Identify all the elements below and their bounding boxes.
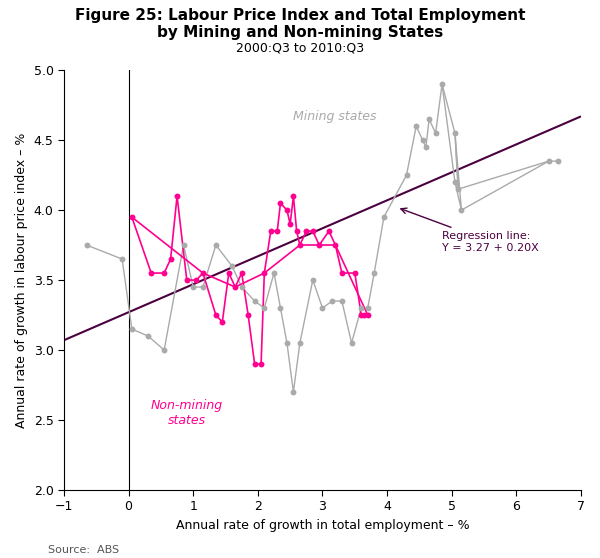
Point bbox=[424, 115, 434, 124]
Point bbox=[272, 227, 282, 235]
Point bbox=[379, 213, 389, 222]
Point bbox=[237, 268, 247, 277]
Text: Regression line:
Y = 3.27 + 0.20X: Regression line: Y = 3.27 + 0.20X bbox=[401, 208, 539, 253]
Point bbox=[544, 157, 553, 166]
Point bbox=[182, 276, 191, 285]
Point bbox=[172, 191, 182, 200]
Point bbox=[244, 311, 253, 320]
Point bbox=[160, 268, 169, 277]
Point bbox=[118, 254, 127, 263]
Point bbox=[331, 240, 340, 249]
Point bbox=[337, 296, 347, 305]
Text: Mining states: Mining states bbox=[293, 110, 377, 123]
Point bbox=[350, 268, 359, 277]
Point bbox=[250, 359, 259, 368]
Point bbox=[324, 227, 334, 235]
Point bbox=[295, 240, 305, 249]
Point bbox=[218, 318, 227, 326]
Point bbox=[82, 240, 91, 249]
Point bbox=[302, 227, 311, 235]
Y-axis label: Annual rate of growth in labour price index – %: Annual rate of growth in labour price in… bbox=[15, 132, 28, 428]
Point bbox=[211, 240, 221, 249]
Point bbox=[286, 220, 295, 229]
Point bbox=[260, 304, 269, 312]
Point bbox=[275, 304, 285, 312]
Point bbox=[230, 282, 240, 291]
Point bbox=[554, 157, 563, 166]
Point bbox=[457, 206, 466, 215]
Point bbox=[317, 304, 327, 312]
Point bbox=[314, 240, 324, 249]
Point bbox=[308, 227, 317, 235]
Point bbox=[266, 227, 275, 235]
Point bbox=[256, 359, 266, 368]
Point bbox=[269, 268, 279, 277]
Point bbox=[289, 387, 298, 396]
Point bbox=[143, 331, 153, 340]
Point bbox=[282, 206, 292, 215]
Point bbox=[356, 311, 366, 320]
Point bbox=[412, 122, 421, 131]
Point bbox=[227, 262, 237, 271]
Point bbox=[308, 276, 317, 285]
Point bbox=[363, 304, 373, 312]
Point bbox=[211, 311, 221, 320]
Point bbox=[454, 185, 463, 194]
Point bbox=[146, 268, 156, 277]
Point bbox=[450, 129, 460, 138]
Point bbox=[359, 311, 369, 320]
Point bbox=[275, 199, 285, 208]
Point bbox=[402, 171, 412, 180]
Text: Non-mining
states: Non-mining states bbox=[151, 399, 223, 427]
Point bbox=[437, 80, 447, 89]
Text: Figure 25: Labour Price Index and Total Employment: Figure 25: Labour Price Index and Total … bbox=[75, 8, 525, 23]
Point bbox=[198, 268, 208, 277]
Point bbox=[418, 136, 427, 145]
Point bbox=[347, 339, 356, 348]
Point bbox=[250, 296, 259, 305]
Point bbox=[127, 325, 137, 334]
Point bbox=[421, 143, 431, 152]
Point bbox=[260, 268, 269, 277]
Point bbox=[356, 304, 366, 312]
Point bbox=[237, 282, 247, 291]
Point bbox=[450, 177, 460, 186]
Text: Source:  ABS: Source: ABS bbox=[48, 545, 119, 555]
Point bbox=[337, 268, 347, 277]
Point bbox=[282, 339, 292, 348]
Point bbox=[431, 129, 440, 138]
Text: 2000:Q3 to 2010:Q3: 2000:Q3 to 2010:Q3 bbox=[236, 42, 364, 55]
Point bbox=[179, 240, 188, 249]
Point bbox=[160, 345, 169, 354]
Point bbox=[191, 276, 201, 285]
Text: by Mining and Non-mining States: by Mining and Non-mining States bbox=[157, 25, 443, 40]
Point bbox=[295, 339, 305, 348]
Point bbox=[363, 311, 373, 320]
Point bbox=[198, 282, 208, 291]
X-axis label: Annual rate of growth in total employment – %: Annual rate of growth in total employmen… bbox=[176, 519, 469, 532]
Point bbox=[224, 268, 233, 277]
Point bbox=[127, 213, 137, 222]
Point bbox=[289, 191, 298, 200]
Point bbox=[188, 282, 198, 291]
Point bbox=[292, 227, 301, 235]
Point bbox=[370, 268, 379, 277]
Point bbox=[166, 254, 175, 263]
Point bbox=[328, 296, 337, 305]
